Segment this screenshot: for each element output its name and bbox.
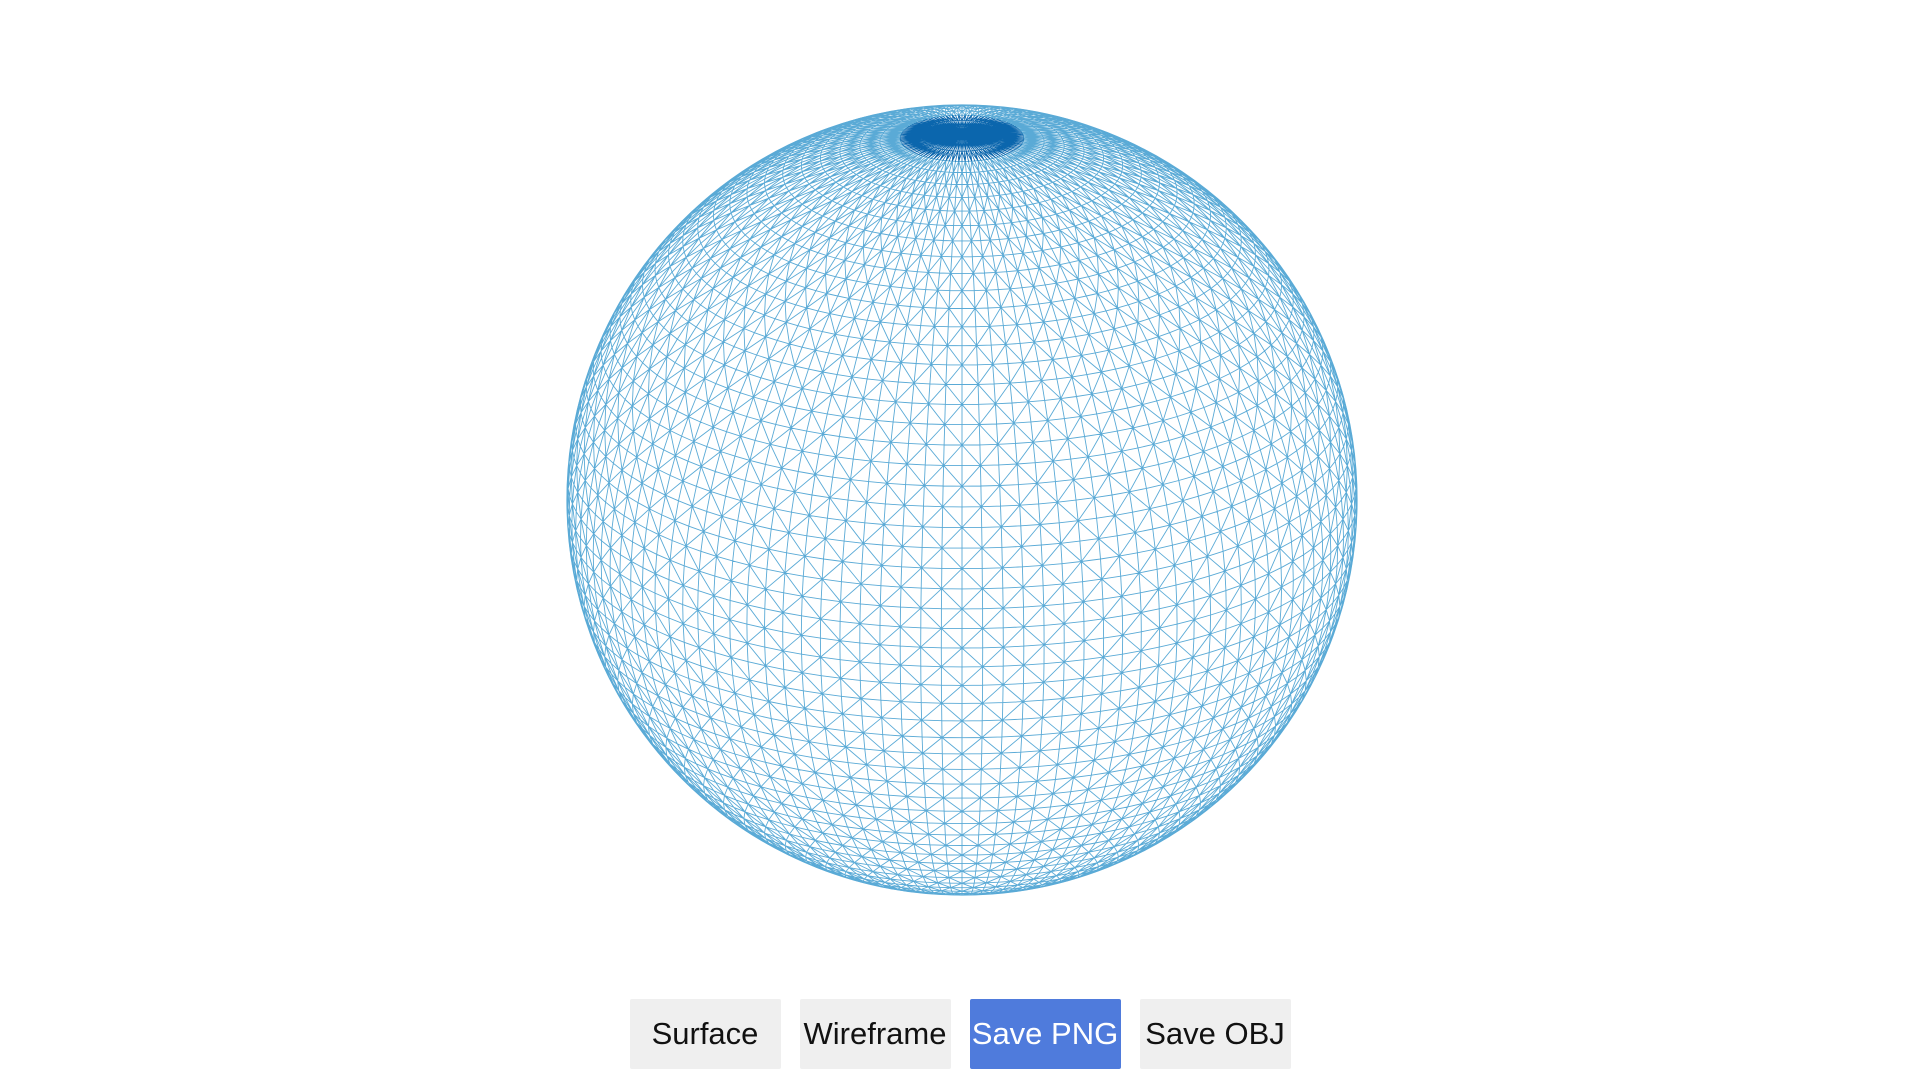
surface-button[interactable]: Surface: [629, 999, 781, 1069]
sphere-wireframe-mesh[interactable]: [0, 0, 1920, 960]
toolbar: Surface Wireframe Save PNG Save OBJ: [0, 999, 1920, 1069]
mesh-pole-edges: [899, 114, 1025, 162]
mesh-edges: [566, 104, 1358, 896]
3d-viewport[interactable]: [0, 0, 1920, 960]
save-png-button[interactable]: Save PNG: [969, 999, 1121, 1069]
wireframe-button[interactable]: Wireframe: [799, 999, 951, 1069]
save-obj-button[interactable]: Save OBJ: [1139, 999, 1291, 1069]
sphere-silhouette: [566, 104, 1358, 896]
